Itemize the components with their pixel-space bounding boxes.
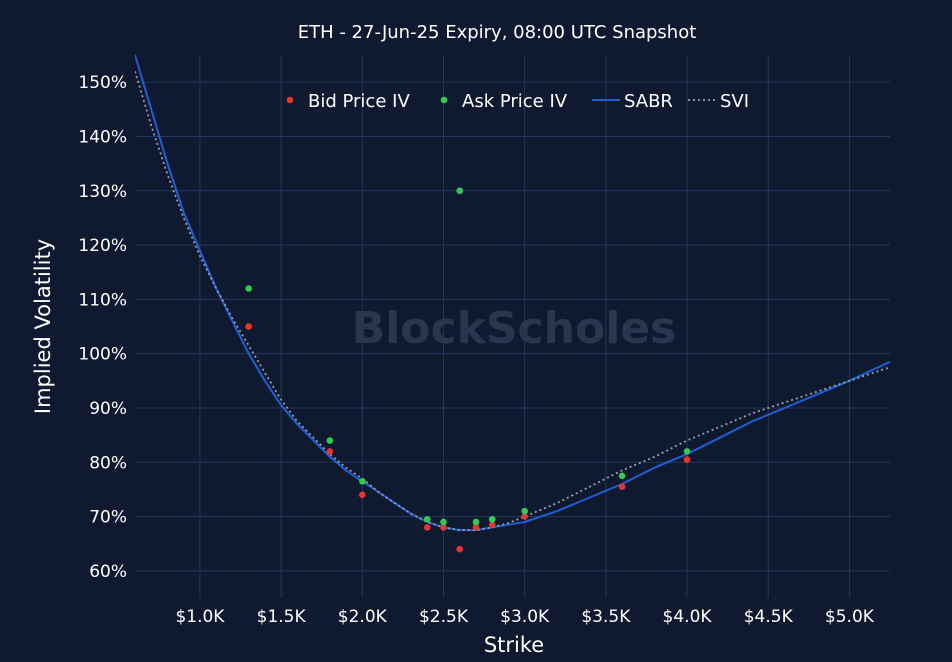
y-tick-label: 130% [78, 182, 127, 202]
chart-title: ETH - 27-Jun-25 Expiry, 08:00 UTC Snapsh… [298, 22, 697, 43]
y-tick-label: 80% [89, 453, 127, 473]
ask-iv-point [472, 518, 480, 526]
bid-iv-point [326, 448, 334, 455]
axes: $1.0K $1.5K $2.0K $2.5K $3.0K $3.5K $4.0K $4.5K… [78, 73, 874, 627]
bid-iv-point [521, 513, 528, 520]
x-tick-label: $1.0K [175, 607, 225, 627]
svi-curve [135, 71, 890, 531]
y-axis-title: Implied Volatility [31, 239, 55, 414]
ask-iv-point [683, 448, 691, 455]
legend-ask-marker [440, 96, 448, 104]
sabr-curve [135, 54, 890, 532]
y-tick-label: 110% [78, 290, 127, 310]
y-tick-label: 120% [78, 236, 127, 256]
legend-svi-label: SVI [720, 91, 749, 112]
y-tick-label: 100% [78, 345, 127, 365]
ask-iv-point [423, 515, 431, 523]
x-tick-label: $2.0K [338, 607, 388, 627]
bid-iv-point [683, 456, 691, 463]
series-layer [135, 54, 890, 553]
legend-bid-label: Bid Price IV [308, 91, 410, 112]
x-tick-label: $1.5K [257, 607, 307, 627]
legend-sabr-item: SABR [592, 91, 673, 112]
x-tick-label: $3.5K [581, 607, 631, 627]
ask-iv-point [245, 285, 252, 292]
bid-iv-point [359, 491, 366, 499]
legend-ask-item: Ask Price IV [440, 91, 568, 112]
y-tick-label: 150% [78, 73, 127, 93]
ask-iv-point [440, 518, 447, 526]
y-tick-label: 90% [89, 399, 127, 419]
legend: Bid Price IV Ask Price IV SABR SVI [286, 91, 749, 112]
bid-iv-point [488, 521, 496, 528]
ask-iv-point [618, 472, 626, 480]
legend-svi-item: SVI [688, 91, 749, 112]
legend-bid-marker [286, 96, 294, 104]
bid-iv-point [440, 524, 447, 531]
bid-iv-point [472, 524, 480, 531]
x-tick-label: $2.5K [419, 607, 469, 627]
ask-iv-point [326, 437, 334, 444]
y-tick-label: 140% [78, 127, 127, 147]
x-tick-label: $5.0K [825, 607, 875, 627]
x-tick-label: $3.0K [500, 607, 550, 627]
ask-iv-point [488, 515, 496, 523]
x-tick-label: $4.5K [744, 607, 794, 627]
y-tick-label: 60% [89, 562, 127, 582]
bid-iv-point [423, 524, 431, 531]
grid [135, 55, 890, 598]
bid-iv-point [618, 483, 626, 490]
ask-iv-point [521, 507, 528, 515]
legend-sabr-label: SABR [624, 91, 673, 112]
ask-iv-point [359, 477, 366, 485]
y-tick-label: 70% [89, 508, 127, 528]
ask-iv-point [456, 187, 464, 195]
bid-iv-point [456, 545, 464, 553]
x-axis-title: Strike [484, 633, 544, 657]
legend-bid-item: Bid Price IV [286, 91, 410, 112]
watermark-text: BlockScholes [352, 303, 677, 354]
x-tick-label: $4.0K [663, 607, 713, 627]
bid-iv-point [245, 323, 252, 330]
legend-ask-label: Ask Price IV [462, 91, 568, 112]
